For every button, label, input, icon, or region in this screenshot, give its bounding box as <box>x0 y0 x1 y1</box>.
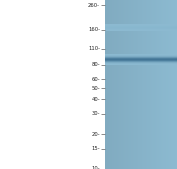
Text: 20-: 20- <box>91 132 100 137</box>
Text: 30-: 30- <box>92 111 100 116</box>
Text: 60-: 60- <box>91 77 100 82</box>
Text: 160-: 160- <box>88 27 100 32</box>
Text: 50-: 50- <box>91 86 100 91</box>
Text: 110-: 110- <box>88 46 100 51</box>
Text: 80-: 80- <box>91 62 100 67</box>
Text: 10-: 10- <box>91 166 100 169</box>
Text: 15-: 15- <box>91 146 100 151</box>
Text: 40-: 40- <box>91 97 100 102</box>
Text: 260-: 260- <box>88 3 100 8</box>
